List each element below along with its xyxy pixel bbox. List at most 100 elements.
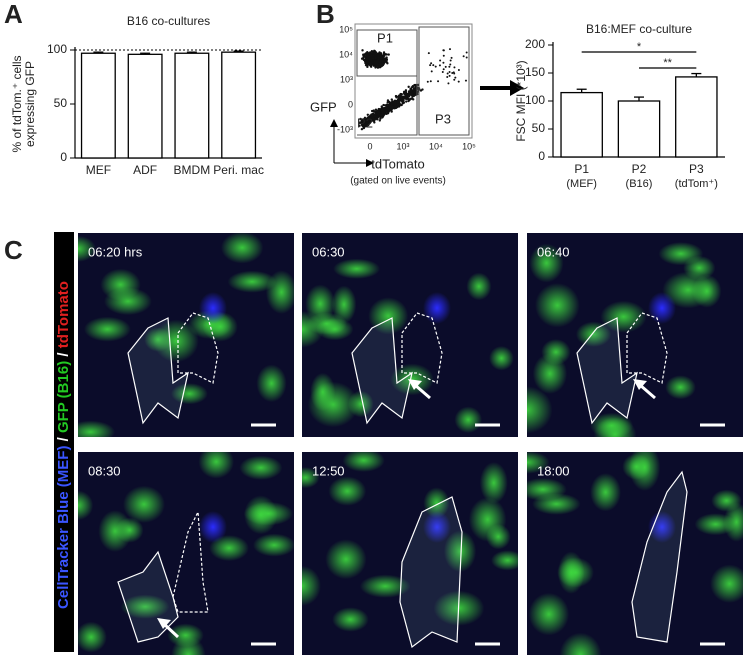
flow-dot: [369, 119, 373, 122]
flow-dot: [457, 80, 460, 83]
flow-dot: [375, 60, 379, 63]
y-tick-label: -10³: [337, 124, 353, 134]
flow-dot: [378, 51, 381, 54]
cell-outline: [172, 509, 209, 613]
green-cell: [468, 497, 507, 542]
x-tick-label: 10⁴: [429, 141, 443, 151]
flow-dot: [376, 110, 380, 114]
green-cell: [479, 462, 508, 504]
green-cell: [220, 233, 264, 264]
micrograph-content: [78, 452, 294, 656]
micrograph: 06:40: [527, 233, 743, 437]
green-cell: [692, 274, 722, 308]
micrograph: 06:30: [302, 233, 518, 437]
x-tick-label: 0: [367, 141, 372, 151]
channel-label: CellTracker Blue (MEF) / GFP (B16) / tdT…: [55, 281, 72, 609]
label-bg: [54, 232, 74, 652]
green-cell: [593, 417, 637, 437]
y-tick-label: 50: [532, 121, 546, 135]
green-cell: [575, 321, 612, 347]
green-cell: [302, 467, 320, 489]
green-cell: [466, 272, 492, 301]
flow-dot: [390, 98, 393, 101]
green-cell: [710, 564, 743, 603]
y-tick-label: 10⁴: [339, 49, 353, 59]
flow-dot: [380, 109, 384, 112]
flow-dot: [453, 66, 456, 69]
flow-dot: [383, 60, 386, 64]
flow-dot: [447, 82, 450, 85]
green-cell: [331, 285, 357, 324]
flow-dot: [359, 117, 362, 121]
axis-arrow-head: [330, 119, 338, 127]
flow-dot: [368, 52, 371, 55]
green-cell: [100, 268, 141, 301]
green-cell: [239, 455, 283, 480]
x-tick-label: ADF: [133, 163, 157, 177]
green-cell: [83, 316, 131, 342]
flow-dot: [430, 70, 433, 73]
y-tick-label: 0: [60, 150, 67, 164]
green-cell: [390, 363, 434, 396]
flow-dot: [427, 52, 430, 55]
axis-arrow-head: [366, 159, 374, 167]
cell-outline: [127, 317, 189, 425]
flow-dot: [366, 65, 369, 69]
y-tick-label: 150: [525, 65, 545, 79]
blue-nucleus: [199, 292, 227, 324]
flow-dot: [376, 63, 380, 67]
flow-dot: [367, 116, 370, 119]
x-tick-sublabel: (MEF): [566, 178, 597, 190]
green-cell: [227, 270, 277, 293]
flow-dot: [397, 96, 401, 100]
channel-blue: CellTracker Blue (MEF): [55, 446, 72, 609]
flow-dot: [426, 80, 429, 83]
flow-dot: [448, 48, 451, 51]
significance-label: *: [637, 41, 642, 53]
timestamp: 06:20 hrs: [88, 244, 143, 259]
flow-dot: [387, 53, 390, 56]
flow-dot: [385, 58, 389, 61]
flow-dot: [448, 74, 451, 77]
bar: [221, 51, 257, 159]
flow-dot: [382, 103, 385, 107]
green-cell: [209, 535, 249, 562]
flow-dot: [380, 64, 383, 68]
blue-nucleus: [648, 292, 676, 324]
flow-dot: [380, 113, 384, 117]
green-cell: [332, 607, 369, 632]
green-cell: [243, 501, 294, 526]
green-cell: [559, 632, 602, 656]
y-tick-label: 0: [348, 99, 353, 109]
micrograph-content: [78, 233, 294, 437]
green-cell: [532, 353, 568, 394]
flow-xlabel: tdTomato: [371, 156, 424, 171]
flow-dot: [451, 71, 454, 74]
flow-dot: [389, 106, 392, 110]
gate-label: P2: [357, 115, 373, 130]
gate: [418, 26, 470, 136]
micrograph-content: [527, 242, 722, 437]
channel-sep: /: [55, 433, 72, 446]
flow-dot: [377, 65, 381, 69]
channel-red: tdTomato: [55, 281, 72, 348]
flow-dot: [377, 108, 381, 111]
green-cell: [316, 318, 354, 341]
flow-dot: [363, 116, 367, 120]
flow-dot: [429, 80, 432, 83]
flow-dot: [386, 99, 390, 102]
flow-dot: [382, 51, 386, 54]
flow-dot: [402, 101, 406, 104]
micrograph-bg: [78, 452, 294, 656]
arrow: [414, 383, 431, 400]
micrograph: 12:50: [302, 452, 518, 656]
green-cell: [120, 594, 170, 619]
blue-nucleus: [648, 511, 676, 543]
micrograph-content: [527, 452, 743, 656]
arrow-head: [408, 379, 422, 390]
bar: [617, 100, 661, 158]
green-cell: [144, 327, 173, 352]
green-cell: [527, 452, 550, 474]
flow-dot: [388, 104, 391, 108]
flow-dot: [394, 103, 397, 106]
